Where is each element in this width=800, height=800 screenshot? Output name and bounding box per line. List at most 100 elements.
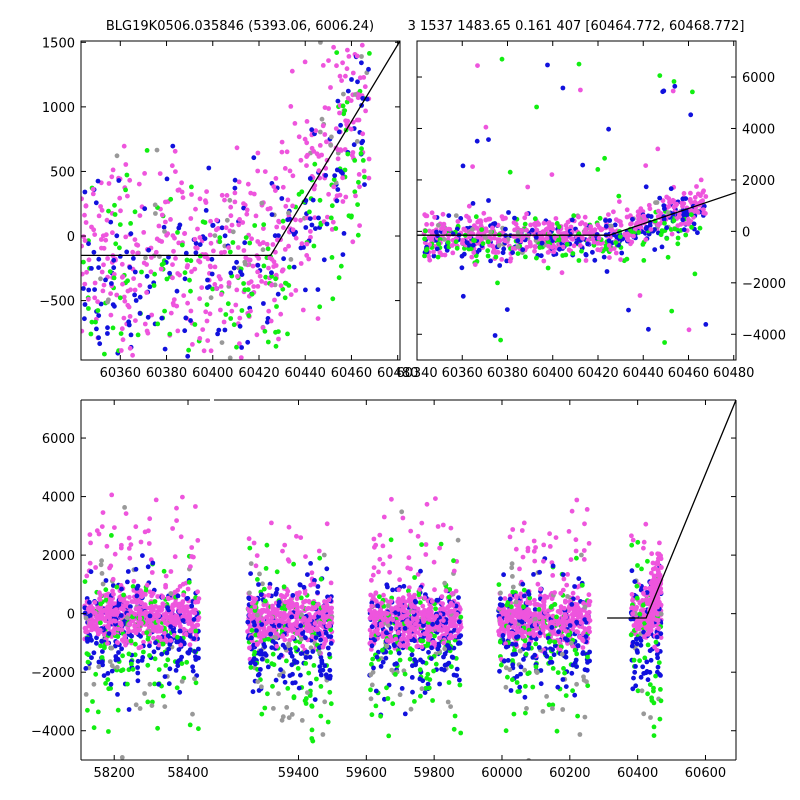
- data-point: [118, 613, 124, 618]
- data-point: [369, 682, 375, 688]
- data-point: [442, 229, 447, 235]
- data-point: [106, 181, 112, 186]
- data-point: [276, 691, 281, 697]
- data-point: [166, 681, 172, 687]
- data-point: [584, 507, 590, 512]
- data-point: [322, 663, 328, 669]
- data-point: [250, 263, 256, 269]
- data-point: [401, 583, 407, 589]
- data-point: [520, 235, 526, 241]
- data-point: [467, 234, 472, 240]
- data-point: [296, 685, 302, 691]
- data-point: [338, 263, 344, 269]
- data-point: [313, 128, 319, 134]
- data-point: [111, 271, 117, 277]
- data-point: [670, 88, 676, 94]
- data-point: [369, 643, 375, 649]
- data-point: [476, 247, 482, 253]
- data-point: [310, 606, 316, 612]
- data-point: [227, 197, 233, 203]
- data-point: [309, 634, 315, 640]
- data-point: [441, 667, 447, 673]
- data-point: [111, 601, 117, 607]
- data-point: [447, 226, 453, 232]
- data-point: [85, 707, 90, 713]
- data-point: [688, 112, 694, 118]
- data-point: [359, 54, 364, 59]
- data-point: [278, 593, 284, 598]
- data-point: [244, 211, 250, 217]
- data-point: [82, 605, 88, 611]
- data-point: [418, 638, 424, 644]
- data-point: [298, 245, 304, 251]
- model-line: [417, 191, 736, 236]
- data-point: [573, 537, 579, 543]
- data-point: [114, 233, 120, 239]
- data-point: [355, 202, 360, 208]
- data-point: [312, 621, 318, 626]
- data-point: [509, 561, 515, 567]
- data-point: [167, 270, 173, 276]
- data-point: [200, 219, 206, 225]
- data-point: [96, 664, 102, 670]
- data-point: [608, 227, 614, 233]
- data-point: [561, 576, 567, 582]
- data-point: [303, 696, 309, 701]
- data-point: [497, 237, 502, 243]
- data-point: [294, 533, 299, 539]
- data-point: [261, 301, 266, 306]
- data-point: [388, 638, 394, 644]
- data-point: [311, 243, 317, 249]
- data-point: [108, 681, 114, 687]
- data-point: [133, 566, 139, 572]
- data-point: [564, 241, 570, 247]
- data-point: [442, 252, 448, 258]
- data-point: [560, 244, 566, 250]
- data-point: [174, 288, 180, 294]
- data-point: [104, 610, 109, 616]
- data-point: [327, 689, 333, 695]
- data-point: [301, 584, 307, 590]
- data-point: [156, 628, 162, 634]
- data-point: [121, 143, 127, 149]
- data-point: [249, 291, 255, 297]
- data-point: [412, 638, 417, 644]
- data-point: [126, 621, 132, 627]
- data-point: [253, 563, 259, 569]
- data-point: [185, 263, 191, 268]
- data-point: [128, 638, 134, 644]
- data-point: [456, 634, 462, 640]
- data-point: [252, 604, 258, 610]
- data-point: [174, 303, 180, 309]
- data-point: [429, 599, 435, 604]
- data-point: [317, 664, 323, 669]
- data-point: [106, 631, 112, 636]
- data-point: [435, 222, 441, 228]
- data-point: [274, 643, 280, 649]
- data-point: [252, 622, 257, 628]
- data-point: [159, 212, 165, 218]
- data-point: [290, 634, 296, 640]
- data-point: [583, 258, 589, 263]
- data-point: [271, 662, 277, 668]
- data-point: [291, 695, 297, 701]
- data-point: [530, 684, 536, 690]
- data-point: [303, 287, 308, 293]
- data-point: [205, 277, 210, 283]
- data-point: [132, 292, 138, 298]
- data-point: [440, 522, 446, 528]
- data-point: [144, 328, 150, 334]
- data-point: [608, 223, 614, 229]
- data-point: [685, 221, 690, 226]
- data-point: [519, 228, 524, 233]
- data-point: [251, 656, 257, 661]
- data-point: [517, 684, 523, 690]
- data-point: [193, 680, 199, 686]
- data-point: [88, 569, 94, 575]
- data-point: [368, 687, 373, 693]
- data-point: [366, 66, 371, 72]
- data-point: [510, 250, 515, 256]
- data-point: [163, 584, 169, 590]
- data-point: [370, 656, 376, 662]
- data-point: [488, 258, 493, 264]
